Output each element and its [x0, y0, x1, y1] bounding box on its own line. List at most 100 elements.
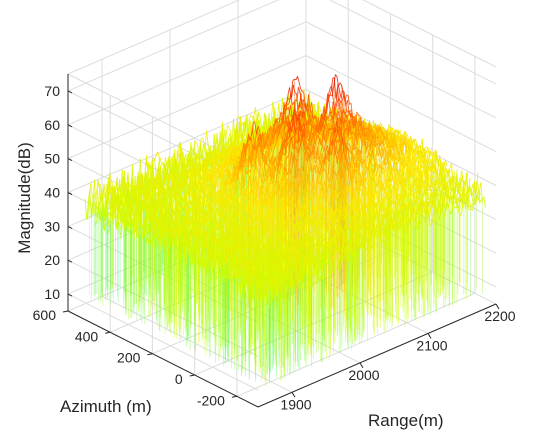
surface-segment: [125, 223, 129, 229]
surface-segment: [204, 130, 208, 151]
surface-segment: [175, 192, 178, 210]
surface-segment: [196, 163, 200, 171]
surface-segment: [126, 197, 130, 232]
surface-segment: [157, 151, 160, 157]
surface-segment: [107, 227, 111, 234]
surface-segment: [102, 194, 105, 216]
surface-segment: [109, 172, 112, 181]
surface-segment: [158, 192, 162, 211]
surface-segment: [122, 199, 125, 228]
surface-segment: [170, 170, 173, 173]
surface-segment: [209, 153, 212, 164]
surface-segment: [250, 114, 253, 119]
grid-line: [67, 293, 259, 391]
surface-segment: [160, 203, 164, 216]
surface-segment: [154, 183, 157, 208]
surface-segment: [188, 177, 192, 186]
surface-segment: [194, 140, 197, 143]
surface-segment: [168, 155, 172, 164]
surface-segment: [190, 178, 194, 188]
surface-segment: [218, 173, 221, 179]
surface-segment: [211, 175, 214, 179]
surface-segment: [220, 152, 224, 160]
surface-segment: [190, 186, 193, 188]
surface-segment: [192, 191, 195, 209]
surface-segment: [103, 183, 106, 196]
surface-segment: [240, 134, 243, 138]
surface-segment: [202, 138, 205, 146]
surface-segment: [208, 178, 211, 180]
surface-segment: [155, 175, 159, 188]
grid-line: [362, 0, 497, 68]
grid-line: [67, 0, 241, 75]
surface-segment: [199, 152, 203, 160]
surface-segment: [112, 214, 116, 225]
surface-segment: [111, 195, 114, 200]
surface-segment: [248, 114, 252, 119]
surface-segment: [203, 166, 207, 176]
surface-segment: [231, 156, 234, 162]
surface-segment: [205, 178, 208, 182]
surface-segment: [107, 213, 110, 228]
surface-segment: [181, 205, 185, 212]
surface-segment: [210, 173, 213, 185]
surface-segment: [179, 202, 182, 215]
surface-segment: [201, 167, 204, 174]
surface-segment: [139, 216, 143, 239]
surface-segment: [237, 115, 241, 119]
surface-segment: [145, 160, 148, 168]
surface-segment: [169, 176, 173, 182]
surface-segment: [174, 189, 177, 192]
grid-line: [305, 21, 497, 119]
surface-segment: [115, 193, 119, 227]
surface-segment: [105, 223, 108, 225]
surface-segment: [231, 145, 234, 149]
surface-segment: [316, 114, 319, 118]
surface-segment: [207, 183, 210, 198]
surface-segment: [92, 194, 95, 215]
surface-segment: [96, 183, 100, 189]
surface-segment: [235, 147, 239, 152]
surface-segment: [194, 174, 197, 183]
surface-segment: [215, 168, 219, 178]
surface-segment: [317, 101, 321, 109]
surface-segment: [223, 158, 226, 165]
surface-segment: [259, 116, 263, 128]
grid-line: [305, 55, 497, 153]
surface-segment: [223, 139, 226, 154]
surface-segment: [181, 196, 185, 203]
surface-segment: [185, 204, 188, 208]
surface-segment: [153, 223, 156, 239]
surface-segment: [189, 169, 193, 176]
surface-segment: [102, 206, 105, 231]
surface-segment: [110, 220, 113, 223]
surface-segment: [122, 184, 125, 207]
surface-segment: [144, 178, 148, 199]
grid-line: [67, 55, 307, 160]
surface-segment: [131, 185, 134, 194]
surface-segment: [169, 186, 172, 199]
surface-segment: [94, 219, 98, 226]
surface-segment: [155, 221, 159, 228]
surface-segment: [148, 163, 151, 168]
surface-segment: [193, 198, 196, 202]
surface-segment: [183, 204, 186, 212]
surface-segment: [190, 170, 194, 190]
surface-segment: [199, 182, 202, 191]
surface-segment: [168, 174, 171, 177]
surface-segment: [138, 216, 141, 242]
grid-line: [328, 0, 497, 85]
surface-segment: [209, 175, 213, 180]
surface-segment: [225, 147, 228, 150]
surface-segment: [244, 121, 247, 140]
surface-segment: [197, 170, 200, 178]
surface-segment: [194, 195, 197, 202]
surface-segment: [202, 185, 205, 193]
surface-segment: [233, 140, 237, 148]
surface-segment: [235, 160, 238, 164]
surface-segment: [186, 195, 189, 198]
surface-segment: [159, 203, 162, 213]
surface-segment: [98, 183, 101, 186]
surface-segment: [163, 175, 167, 187]
